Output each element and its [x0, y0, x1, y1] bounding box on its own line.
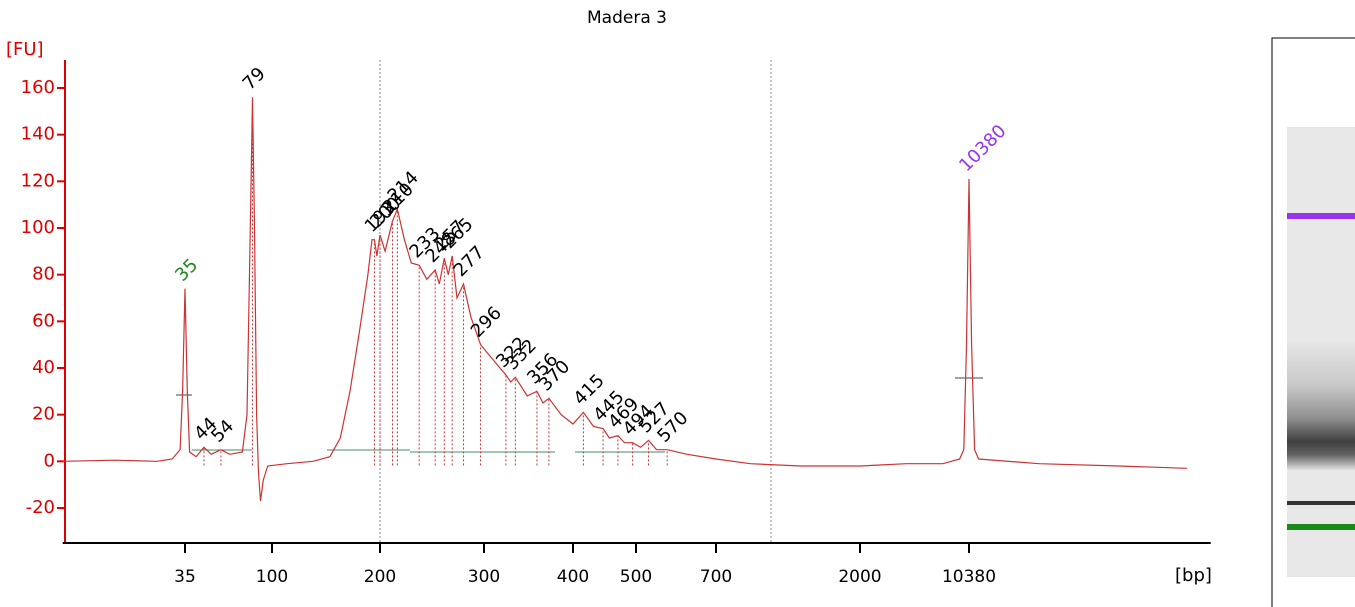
gel-band	[1287, 501, 1355, 505]
y-tick-label: 40	[32, 357, 55, 378]
peak-label: 35	[171, 255, 202, 286]
gel-smear	[1287, 340, 1355, 470]
y-tick-label: 120	[21, 170, 55, 191]
trace	[62, 97, 1188, 502]
y-tick-label: 160	[21, 77, 55, 98]
y-tick-label: 140	[21, 124, 55, 145]
x-tick-label: 700	[700, 567, 732, 587]
y-tick-label: 60	[32, 310, 55, 331]
y-tick-label: -20	[26, 497, 55, 518]
peak-label: 296	[467, 303, 506, 342]
gel-band	[1287, 213, 1355, 219]
y-tick-label: 80	[32, 264, 55, 285]
x-tick-label: 2000	[838, 567, 881, 587]
x-tick-label: 200	[364, 567, 396, 587]
y-tick-label: 20	[32, 404, 55, 425]
x-tick-label: 100	[256, 567, 288, 587]
x-tick-label: 35	[174, 567, 196, 587]
baselines	[192, 449, 665, 453]
y-tick-label: 100	[21, 217, 55, 238]
gel-band	[1287, 524, 1355, 530]
x-tick-label: 400	[557, 567, 589, 587]
x-axis-label: [bp]	[1175, 565, 1212, 586]
x-tick-label: 300	[468, 567, 500, 587]
peak-label: 79	[239, 63, 270, 94]
gel-lane	[1271, 37, 1355, 607]
chart-title: Madera 3	[587, 8, 667, 28]
y-tick-label: 0	[44, 450, 55, 471]
peak-label: 10380	[955, 121, 1010, 176]
y-axis-label: [FU]	[6, 39, 44, 60]
x-tick-label: 10380	[942, 567, 996, 587]
x-tick-label: 500	[620, 567, 652, 587]
